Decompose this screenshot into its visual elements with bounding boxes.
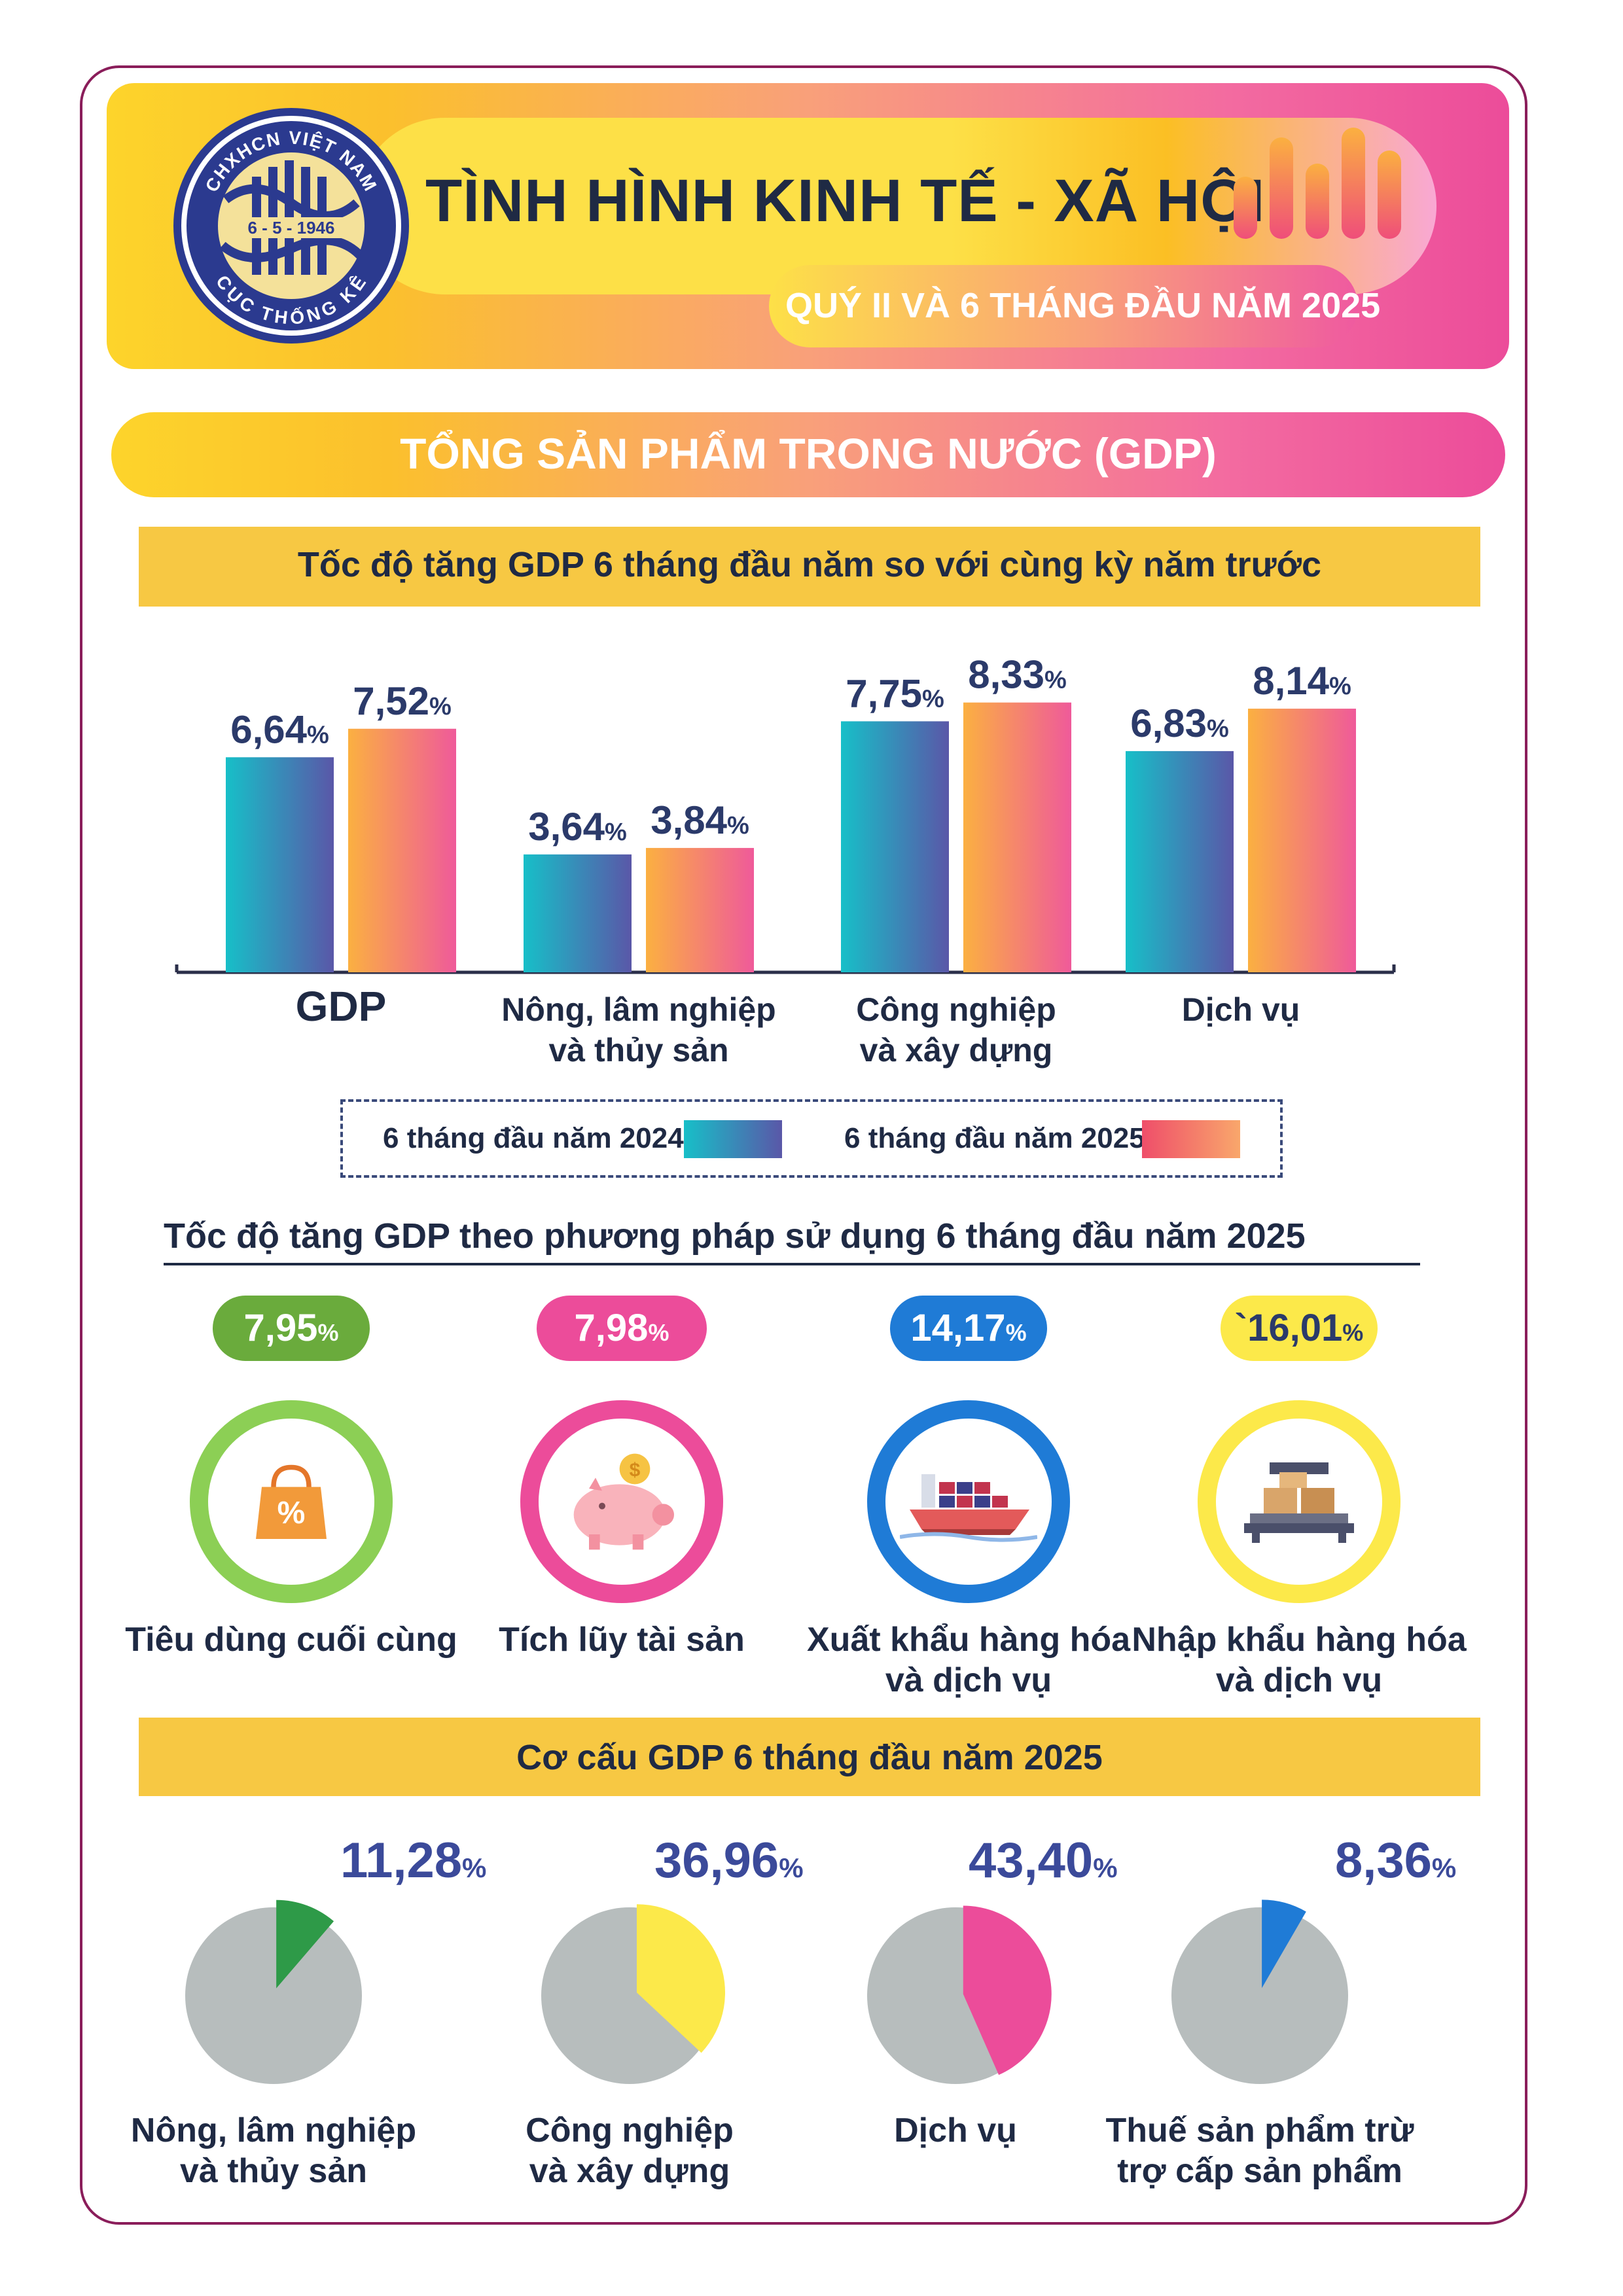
use-growth-pill: 7,98% xyxy=(537,1296,707,1361)
pie-slice-label: Dịch vụ xyxy=(894,2111,1017,2149)
legend-swatch-2025 xyxy=(1142,1120,1240,1158)
use-growth-pill: 14,17% xyxy=(890,1296,1047,1361)
pie-slice-label: Nông, lâm nghiệp và thủy sản xyxy=(130,2111,417,2191)
bar-2025-3 xyxy=(1248,709,1356,972)
use-growth-unit: % xyxy=(648,1319,669,1346)
bar-category-label: Dịch vụ xyxy=(1182,991,1300,1028)
use-method-title: Tốc độ tăng GDP theo phương pháp sử dụng… xyxy=(164,1216,1306,1256)
section-title: TỔNG SẢN PHẨM TRONG NƯỚC (GDP) xyxy=(400,429,1217,478)
svg-text:$: $ xyxy=(630,1460,641,1481)
bar-category-label: GDP xyxy=(296,983,387,1030)
bar-2025-2 xyxy=(963,702,1071,972)
use-item-label: Nhập khẩu hàng hóa và dịch vụ xyxy=(1132,1621,1467,1700)
pie-percent-unit: % xyxy=(1093,1852,1118,1883)
use-growth-unit: % xyxy=(1342,1319,1364,1346)
pie-chart xyxy=(867,1905,1052,2084)
bar-value-label: 6,83% xyxy=(1130,701,1229,745)
header-title: TÌNH HÌNH KINH TẾ - XÃ HỘI xyxy=(425,168,1266,234)
use-growth-value: 14,17 xyxy=(910,1307,1006,1349)
bar-2025-0 xyxy=(348,728,456,972)
bar-category-label: Công nghiệp và xây dựng xyxy=(856,991,1056,1069)
legend-label-2025: 6 tháng đầu năm 2025 xyxy=(844,1122,1145,1154)
bar-value-label: 8,14% xyxy=(1253,659,1351,703)
use-growth-pill: `16,01% xyxy=(1221,1296,1378,1361)
bar-value-label: 6,64% xyxy=(230,707,329,751)
svg-text:%: % xyxy=(277,1496,306,1530)
bar-value-label: 3,64% xyxy=(528,805,627,849)
use-growth-unit: % xyxy=(317,1319,339,1346)
cargo-ship-icon xyxy=(900,1474,1037,1542)
pie-percent-label: 36,96% xyxy=(654,1832,804,1889)
bar-chart-icon xyxy=(1234,128,1401,239)
pie-remainder-slice xyxy=(1171,1907,1348,2084)
pie-highlight-slice xyxy=(637,1904,726,2053)
bar-chart-legend xyxy=(340,1099,1283,1178)
pie-chart xyxy=(541,1904,726,2084)
bar-2024-2 xyxy=(841,721,949,972)
pie-percent-value: 43,40 xyxy=(969,1833,1094,1888)
svg-text:6 - 5 - 1946: 6 - 5 - 1946 xyxy=(248,218,335,238)
pie-chart xyxy=(1171,1899,1348,2084)
pie-highlight-slice xyxy=(963,1905,1052,2075)
use-icon-ring: % xyxy=(190,1400,393,1603)
bar-2024-1 xyxy=(524,854,632,972)
use-icon-ring xyxy=(867,1400,1070,1603)
subtitle-pill xyxy=(769,265,1358,347)
pie-percent-label: 11,28% xyxy=(340,1832,486,1889)
bar-value-label: 7,75% xyxy=(846,671,944,715)
pie-title-band xyxy=(139,1718,1480,1796)
use-growth-value: 7,95 xyxy=(243,1307,318,1349)
bar-chart-title-band xyxy=(139,527,1480,607)
bar-2024-0 xyxy=(226,757,334,972)
bar-value-label: 8,33% xyxy=(968,653,1067,697)
pie-slice-label: Thuế sản phẩm trừ trợ cấp sản phẩm xyxy=(1105,2111,1414,2191)
bar-value-label: 7,52% xyxy=(353,679,452,723)
page-frame xyxy=(80,65,1527,2225)
legend-label-2024: 6 tháng đầu năm 2024 xyxy=(383,1122,684,1154)
pie-percent-value: 11,28 xyxy=(340,1833,462,1888)
shopping-bag-icon: % xyxy=(256,1464,327,1539)
pie-percent-unit: % xyxy=(1431,1852,1457,1883)
bar-category-label: Nông, lâm nghiệp và thủy sản xyxy=(501,991,776,1069)
use-growth-value: 7,98 xyxy=(574,1307,649,1349)
cargo-scale-icon xyxy=(1244,1462,1354,1543)
use-item-label: Tiêu dùng cuối cùng xyxy=(125,1621,457,1659)
pie-remainder-slice xyxy=(185,1907,362,2084)
pie-percent-unit: % xyxy=(462,1852,487,1883)
pie-title: Cơ cấu GDP 6 tháng đầu năm 2025 xyxy=(516,1738,1103,1777)
pie-percent-label: 8,36% xyxy=(1335,1832,1456,1889)
pie-percent-value: 8,36 xyxy=(1335,1833,1432,1888)
pie-chart xyxy=(185,1899,362,2084)
pie-slice-label: Công nghiệp và xây dựng xyxy=(526,2111,734,2191)
logo-seal-icon: CHXHCN VIỆT NAM CỤC THỐNG KÊ 6 - 5 - 194… xyxy=(173,108,409,344)
use-method-divider xyxy=(164,1263,1420,1265)
gdp-growth-bar-chart: 6,64% 7,52% GDP 3,64% 3,84% Nông, lâm nghiệp v… xyxy=(175,653,1396,1069)
use-growth-pill: 7,95% xyxy=(213,1296,370,1361)
pie-highlight-slice xyxy=(276,1899,334,1988)
use-growth-unit: % xyxy=(1005,1319,1027,1346)
legend-swatch-2024 xyxy=(684,1120,782,1158)
bar-2025-1 xyxy=(646,847,754,972)
pie-percent-unit: % xyxy=(779,1852,804,1883)
use-icon-ring xyxy=(1198,1400,1400,1603)
section-banner xyxy=(111,412,1505,497)
pie-percent-label: 43,40% xyxy=(969,1832,1118,1889)
header-subtitle: QUÝ II VÀ 6 THÁNG ĐẦU NĂM 2025 xyxy=(785,286,1381,325)
pie-highlight-slice xyxy=(1262,1899,1306,1988)
bar-chart-title: Tốc độ tăng GDP 6 tháng đầu năm so với c… xyxy=(297,545,1322,584)
bar-2024-3 xyxy=(1126,751,1234,972)
piggy-bank-icon: $ xyxy=(573,1453,674,1550)
use-item-label: Tích lũy tài sản xyxy=(499,1621,745,1659)
use-item-label: Xuất khẩu hàng hóa và dịch vụ xyxy=(806,1621,1131,1700)
use-growth-value: `16,01 xyxy=(1234,1307,1343,1349)
use-icon-ring: $ xyxy=(520,1400,723,1603)
bar-value-label: 3,84% xyxy=(651,798,749,842)
pie-percent-value: 36,96 xyxy=(654,1833,779,1888)
